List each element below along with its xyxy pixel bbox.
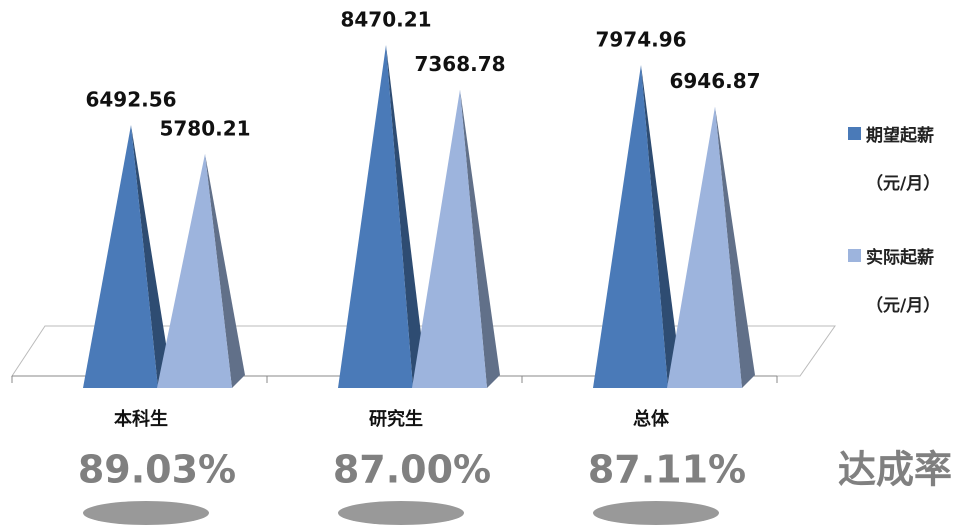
pyramid-front <box>83 125 158 388</box>
pyramid <box>83 125 171 388</box>
legend-item: 实际起薪（元/月） <box>848 234 956 330</box>
legend-swatch <box>848 249 861 262</box>
pyramid-front <box>593 65 668 388</box>
pyramid <box>157 153 245 388</box>
pyramid-side <box>715 106 755 388</box>
data-label: 6492.56 <box>85 88 176 112</box>
data-label: 7368.78 <box>414 52 505 76</box>
rate-disc <box>338 501 464 525</box>
pyramid <box>667 106 755 388</box>
x-tick-label: 总体 <box>633 408 670 430</box>
pyramid-side <box>386 44 426 389</box>
rate-disc <box>83 501 209 525</box>
x-tick-label: 本科生 <box>114 408 168 430</box>
legend-swatch <box>848 127 861 140</box>
rate-disc <box>593 501 719 525</box>
pyramid-front <box>667 106 742 388</box>
pyramid-front <box>412 89 487 389</box>
data-label: 5780.21 <box>159 116 250 140</box>
legend-item: 期望起薪（元/月） <box>848 112 956 208</box>
legend-label: 实际起薪（元/月） <box>866 248 941 316</box>
data-label: 8470.21 <box>340 7 431 31</box>
pyramid <box>338 44 426 389</box>
rate-value: 89.03% <box>78 448 236 492</box>
pyramid-front <box>338 44 413 389</box>
pyramid-front <box>157 153 232 388</box>
pyramid-side <box>641 65 681 388</box>
data-label: 7974.96 <box>595 28 686 52</box>
x-tick-label: 研究生 <box>369 408 423 430</box>
pyramid <box>412 89 500 389</box>
pyramid-side <box>205 153 245 388</box>
rate-value: 87.11% <box>588 448 746 492</box>
pyramid <box>593 65 681 388</box>
legend-label: 期望起薪（元/月） <box>866 126 941 194</box>
pyramid-side <box>131 125 171 388</box>
data-label: 6946.87 <box>669 69 760 93</box>
rate-value: 87.00% <box>333 448 491 492</box>
rate-label: 达成率 <box>838 448 952 492</box>
pyramid-side <box>460 89 500 389</box>
